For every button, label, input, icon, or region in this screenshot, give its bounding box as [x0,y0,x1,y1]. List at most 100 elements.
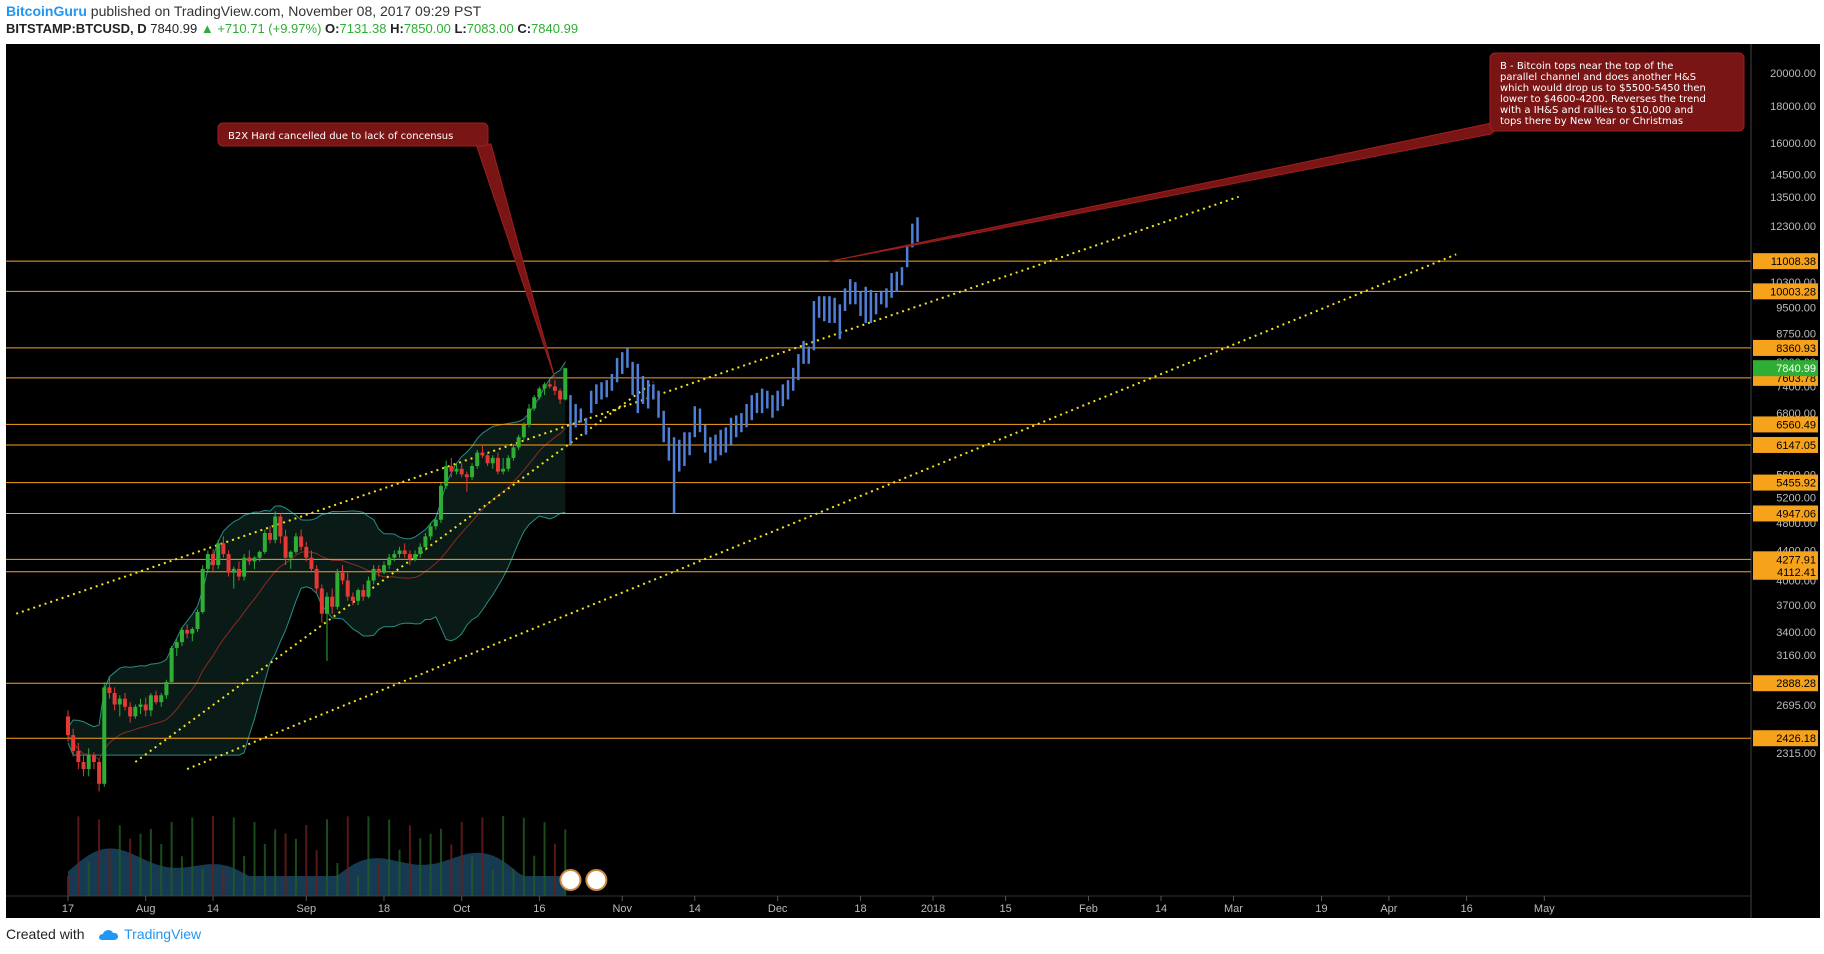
candle [107,687,112,694]
candle [552,386,557,391]
bollinger-upper [67,361,566,728]
volume-bar [284,833,287,896]
candle [174,642,179,648]
low-value: 7083.00 [466,21,514,36]
author-name[interactable]: BitcoinGuru [6,3,87,19]
volume-bar [491,869,494,896]
candle [444,466,449,486]
volume-bar [450,844,453,896]
y-tick-label: 8750.00 [1776,329,1816,341]
candle [195,611,200,629]
volume-bar [129,838,132,896]
close-value: 7840.99 [531,21,579,36]
candle [433,519,438,527]
callout-box [1489,52,1745,132]
candle [226,554,231,573]
footer: Created with TradingView [6,926,201,942]
candle [252,557,257,562]
y-tick-label: 3400.00 [1776,627,1816,639]
candle [288,551,293,558]
level-price-tag [1753,436,1818,453]
candle [299,536,304,547]
candle [387,557,392,566]
candle [407,554,412,560]
volume-bar [191,817,194,896]
candle [231,568,236,573]
candle [128,706,133,717]
symbol-name: BITSTAMP:BTCUSD, D [6,21,147,36]
volume-bar [460,821,463,896]
x-tick-label: 19 [1315,903,1327,915]
candle [340,572,345,581]
volume-bar [326,819,328,896]
candle [366,580,371,597]
candle [480,452,485,456]
candle [361,590,366,597]
candle [102,687,107,784]
candle [537,388,542,398]
volume-bar [502,816,505,896]
candle [413,554,418,560]
level-price-label: 5455.92 [1776,478,1816,490]
candle [454,468,459,472]
x-tick-label: Dec [768,903,788,915]
candle [262,533,267,552]
candle [495,457,500,472]
volume-bar [294,838,297,896]
candle [423,536,428,547]
candle [205,554,210,569]
y-tick-label: 14500.00 [1770,169,1816,181]
chart-area[interactable]: B2X Hard cancelled due to lack of concen… [6,44,1820,918]
candle [122,698,127,707]
annotation-line: B2X Hard cancelled due to lack of concen… [228,131,453,142]
candle [169,647,174,682]
volume-bar [149,829,152,896]
candle [485,455,490,464]
volume-bar [398,849,401,896]
volume-bar [222,869,225,896]
bollinger-basis [67,427,566,761]
candle [542,384,547,389]
volume-bar [543,822,546,896]
candle [501,468,506,472]
volume-bar [336,862,339,896]
candle [459,468,464,475]
x-tick-label: Apr [1380,903,1397,915]
x-tick-label: Sep [296,903,316,915]
candle [91,755,96,762]
candle [335,572,340,607]
volume-bar [522,817,525,896]
bollinger-band-fill [68,361,566,756]
y-tick-label: 2695.00 [1776,700,1816,712]
x-tick-label: May [1534,903,1555,915]
tradingview-cloud-icon [99,930,119,941]
publish-header: BitcoinGuru published on TradingView.com… [6,3,481,19]
level-price-tag [1753,675,1818,692]
volume-bar [180,856,183,896]
candle [521,424,526,438]
candle [371,568,376,581]
candle [138,704,143,707]
candle [66,716,70,736]
y-tick-label: 2315.00 [1776,748,1816,760]
candle [81,762,86,770]
candle [511,447,516,458]
volume-bar [201,869,204,896]
annotation-b2x: B2X Hard cancelled due to lack of concen… [217,122,556,379]
tradingview-link[interactable]: TradingView [98,926,201,942]
candle [257,551,262,558]
event-markers [559,869,608,891]
candle [154,695,159,703]
price-chart[interactable]: B2X Hard cancelled due to lack of concen… [6,44,1820,918]
volume-bar [388,819,391,896]
volume-bar [67,876,69,896]
candle [148,695,153,711]
volume-bar [367,816,370,896]
volume-bar [160,844,163,896]
tradingview-brand: TradingView [124,926,202,942]
candle [143,704,148,711]
candle [558,390,563,400]
candle [236,568,241,577]
candle [325,596,329,614]
x-tick-label: 17 [62,903,74,915]
